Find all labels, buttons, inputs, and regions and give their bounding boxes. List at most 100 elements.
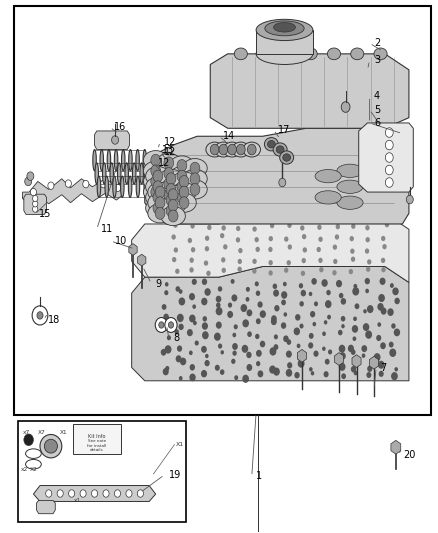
Circle shape	[284, 268, 288, 273]
Circle shape	[201, 370, 207, 377]
Circle shape	[353, 317, 357, 321]
Circle shape	[319, 267, 324, 272]
Ellipse shape	[44, 439, 57, 453]
Circle shape	[227, 311, 233, 318]
Circle shape	[256, 350, 262, 357]
Circle shape	[273, 368, 280, 376]
Circle shape	[242, 319, 249, 327]
Circle shape	[189, 267, 194, 272]
Circle shape	[103, 490, 109, 497]
Circle shape	[159, 322, 164, 328]
Circle shape	[190, 162, 200, 174]
Ellipse shape	[281, 48, 294, 60]
Ellipse shape	[129, 150, 132, 171]
Circle shape	[215, 307, 223, 316]
Circle shape	[367, 305, 374, 313]
Text: X1: X1	[60, 430, 68, 435]
Circle shape	[300, 301, 304, 306]
Circle shape	[272, 284, 277, 289]
Ellipse shape	[100, 150, 103, 171]
Circle shape	[300, 225, 304, 231]
Circle shape	[381, 258, 385, 263]
Circle shape	[177, 170, 187, 182]
Ellipse shape	[315, 169, 341, 183]
Ellipse shape	[172, 193, 196, 212]
Bar	[18, 421, 186, 522]
Circle shape	[381, 236, 385, 241]
Circle shape	[381, 267, 386, 272]
Circle shape	[190, 173, 200, 185]
Ellipse shape	[152, 176, 155, 197]
Polygon shape	[132, 266, 409, 381]
Circle shape	[202, 316, 207, 321]
Circle shape	[382, 244, 387, 249]
Ellipse shape	[328, 48, 340, 60]
Circle shape	[274, 334, 278, 340]
Ellipse shape	[256, 43, 313, 64]
Circle shape	[80, 490, 86, 497]
Ellipse shape	[170, 177, 194, 196]
Circle shape	[222, 268, 226, 273]
Circle shape	[215, 365, 220, 371]
Circle shape	[201, 346, 207, 353]
Text: 2: 2	[374, 38, 380, 48]
Circle shape	[281, 322, 286, 329]
Circle shape	[46, 490, 52, 497]
Ellipse shape	[136, 150, 139, 171]
Ellipse shape	[156, 164, 181, 183]
Circle shape	[333, 259, 337, 264]
Circle shape	[258, 370, 263, 377]
Circle shape	[333, 245, 337, 250]
Text: 12: 12	[158, 158, 170, 168]
Ellipse shape	[107, 150, 111, 171]
Circle shape	[363, 309, 367, 313]
Circle shape	[180, 358, 186, 365]
Circle shape	[378, 294, 385, 302]
Circle shape	[311, 371, 314, 375]
Circle shape	[164, 157, 174, 169]
Circle shape	[348, 345, 354, 352]
Circle shape	[220, 350, 224, 354]
Circle shape	[246, 352, 251, 358]
Circle shape	[191, 223, 195, 229]
Ellipse shape	[161, 206, 185, 225]
Ellipse shape	[206, 142, 223, 157]
Text: 4: 4	[374, 91, 380, 101]
Circle shape	[309, 367, 313, 372]
Circle shape	[168, 199, 178, 211]
Circle shape	[353, 336, 356, 341]
Circle shape	[283, 335, 289, 342]
Circle shape	[177, 191, 187, 204]
Circle shape	[353, 284, 357, 288]
Circle shape	[162, 304, 166, 310]
Ellipse shape	[156, 154, 181, 172]
Circle shape	[174, 329, 179, 335]
Circle shape	[252, 269, 257, 274]
Circle shape	[286, 369, 292, 377]
Circle shape	[254, 237, 259, 243]
Circle shape	[237, 144, 245, 155]
Circle shape	[236, 237, 240, 243]
Circle shape	[162, 368, 169, 375]
Ellipse shape	[144, 182, 168, 201]
Circle shape	[246, 297, 249, 302]
Ellipse shape	[102, 163, 106, 184]
Circle shape	[179, 197, 189, 208]
Circle shape	[256, 290, 260, 296]
Circle shape	[336, 280, 342, 287]
Circle shape	[189, 374, 196, 381]
Text: 11: 11	[101, 224, 113, 235]
Circle shape	[365, 330, 372, 339]
Circle shape	[233, 324, 238, 329]
Circle shape	[214, 333, 221, 341]
Circle shape	[350, 248, 354, 254]
Circle shape	[297, 344, 300, 348]
Polygon shape	[36, 500, 55, 514]
Circle shape	[385, 165, 393, 175]
Circle shape	[299, 283, 303, 288]
Circle shape	[391, 372, 398, 380]
Circle shape	[310, 311, 315, 317]
Circle shape	[294, 372, 300, 378]
Circle shape	[153, 170, 163, 182]
Ellipse shape	[232, 142, 250, 157]
